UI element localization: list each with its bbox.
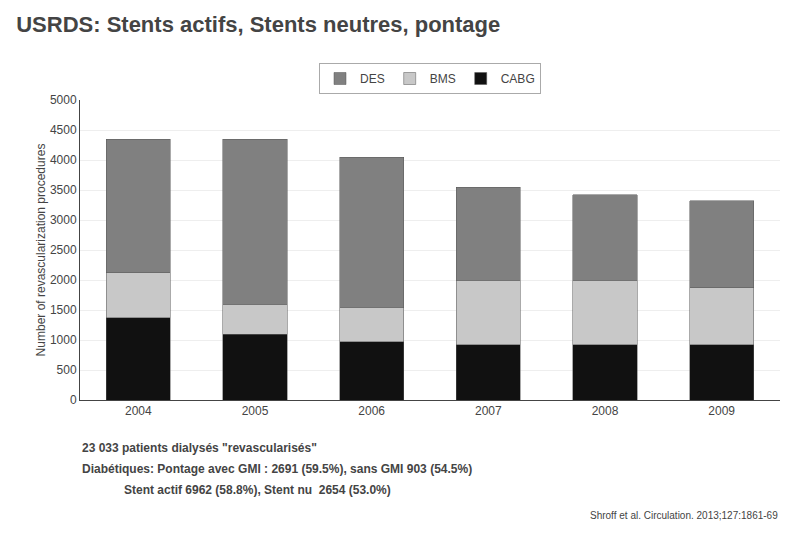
svg-text:2000: 2000 [50, 273, 77, 287]
svg-text:2006: 2006 [358, 404, 385, 418]
svg-text:500: 500 [57, 363, 77, 377]
svg-text:3500: 3500 [50, 183, 77, 197]
svg-text:Diabétiques: Pontage avec GMI: Diabétiques: Pontage avec GMI : 2691 (59… [82, 462, 472, 476]
svg-text:2007: 2007 [475, 404, 502, 418]
svg-text:2008: 2008 [592, 404, 619, 418]
svg-text:CABG: CABG [501, 72, 535, 86]
svg-text:23 033 patients dialysés "reva: 23 033 patients dialysés "revascularisés… [82, 441, 317, 455]
svg-text:4500: 4500 [50, 123, 77, 137]
svg-text:2500: 2500 [50, 243, 77, 257]
svg-text:USRDS: Stents actifs, Stents n: USRDS: Stents actifs, Stents neutres, po… [16, 12, 500, 37]
svg-text:2005: 2005 [242, 404, 269, 418]
svg-text:1000: 1000 [50, 333, 77, 347]
svg-text:Stent actif 6962 (58.8%), Sten: Stent actif 6962 (58.8%), Stent nu 2654 … [124, 483, 391, 497]
svg-text:2009: 2009 [708, 404, 735, 418]
svg-text:3000: 3000 [50, 213, 77, 227]
svg-text:0: 0 [70, 393, 77, 407]
svg-text:1500: 1500 [50, 303, 77, 317]
svg-text:2004: 2004 [125, 404, 152, 418]
svg-text:Number of revascularization pr: Number of revascularization procedures [34, 144, 48, 357]
svg-text:Shroff et al. Circulation. 201: Shroff et al. Circulation. 2013;127:1861… [590, 510, 778, 521]
svg-text:BMS: BMS [430, 72, 456, 86]
svg-text:DES: DES [360, 72, 385, 86]
svg-text:4000: 4000 [50, 153, 77, 167]
svg-text:5000: 5000 [50, 93, 77, 107]
